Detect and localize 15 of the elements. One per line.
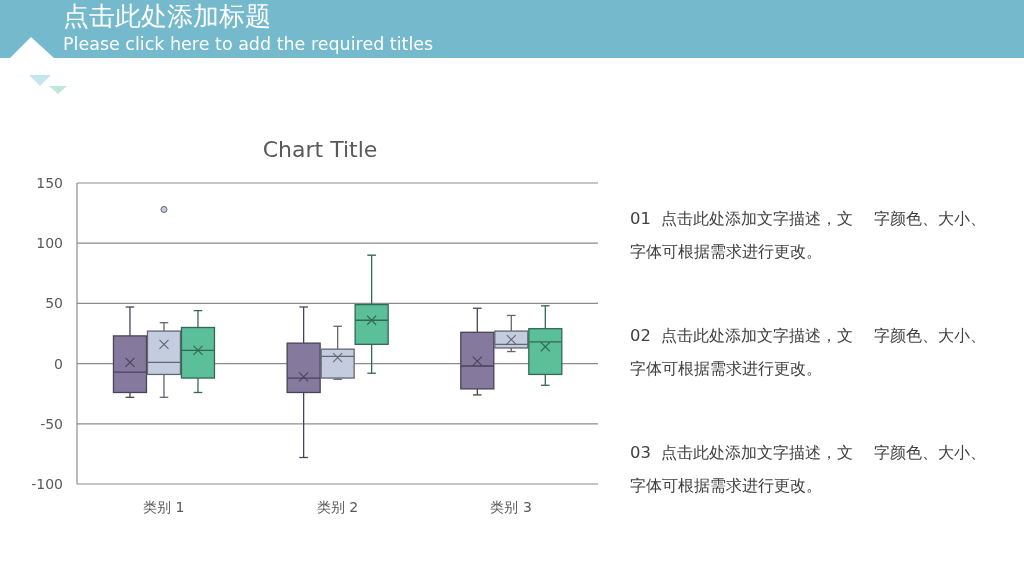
x-tick-label: 类别 2	[316, 498, 359, 515]
x-tick-label: 类别 1	[143, 498, 185, 515]
y-tick-label: -100	[31, 475, 63, 492]
y-tick-label: 0	[54, 355, 63, 372]
y-tick-label: 100	[36, 235, 63, 252]
x-tick-label: 类别 3	[490, 498, 532, 515]
y-tick-label: -50	[40, 415, 63, 432]
text: 02 点击此处添加文字描述，文 字颜色、大小、字体可根据需求进行更改。	[630, 325, 988, 380]
text: 01 点击此处添加文字描述，文 字颜色、大小、字体可根据需求进行更改。	[630, 208, 988, 263]
text: 03 点击此处添加文字描述，文 字颜色、大小、字体可根据需求进行更改。	[630, 442, 988, 497]
text: Please click here to add the required titles	[63, 33, 434, 55]
y-tick-label: 150	[36, 174, 63, 191]
y-tick-label: 50	[45, 295, 63, 312]
chart-title: Chart Title	[261, 136, 379, 164]
text: 点击此处添加标题	[63, 1, 271, 31]
